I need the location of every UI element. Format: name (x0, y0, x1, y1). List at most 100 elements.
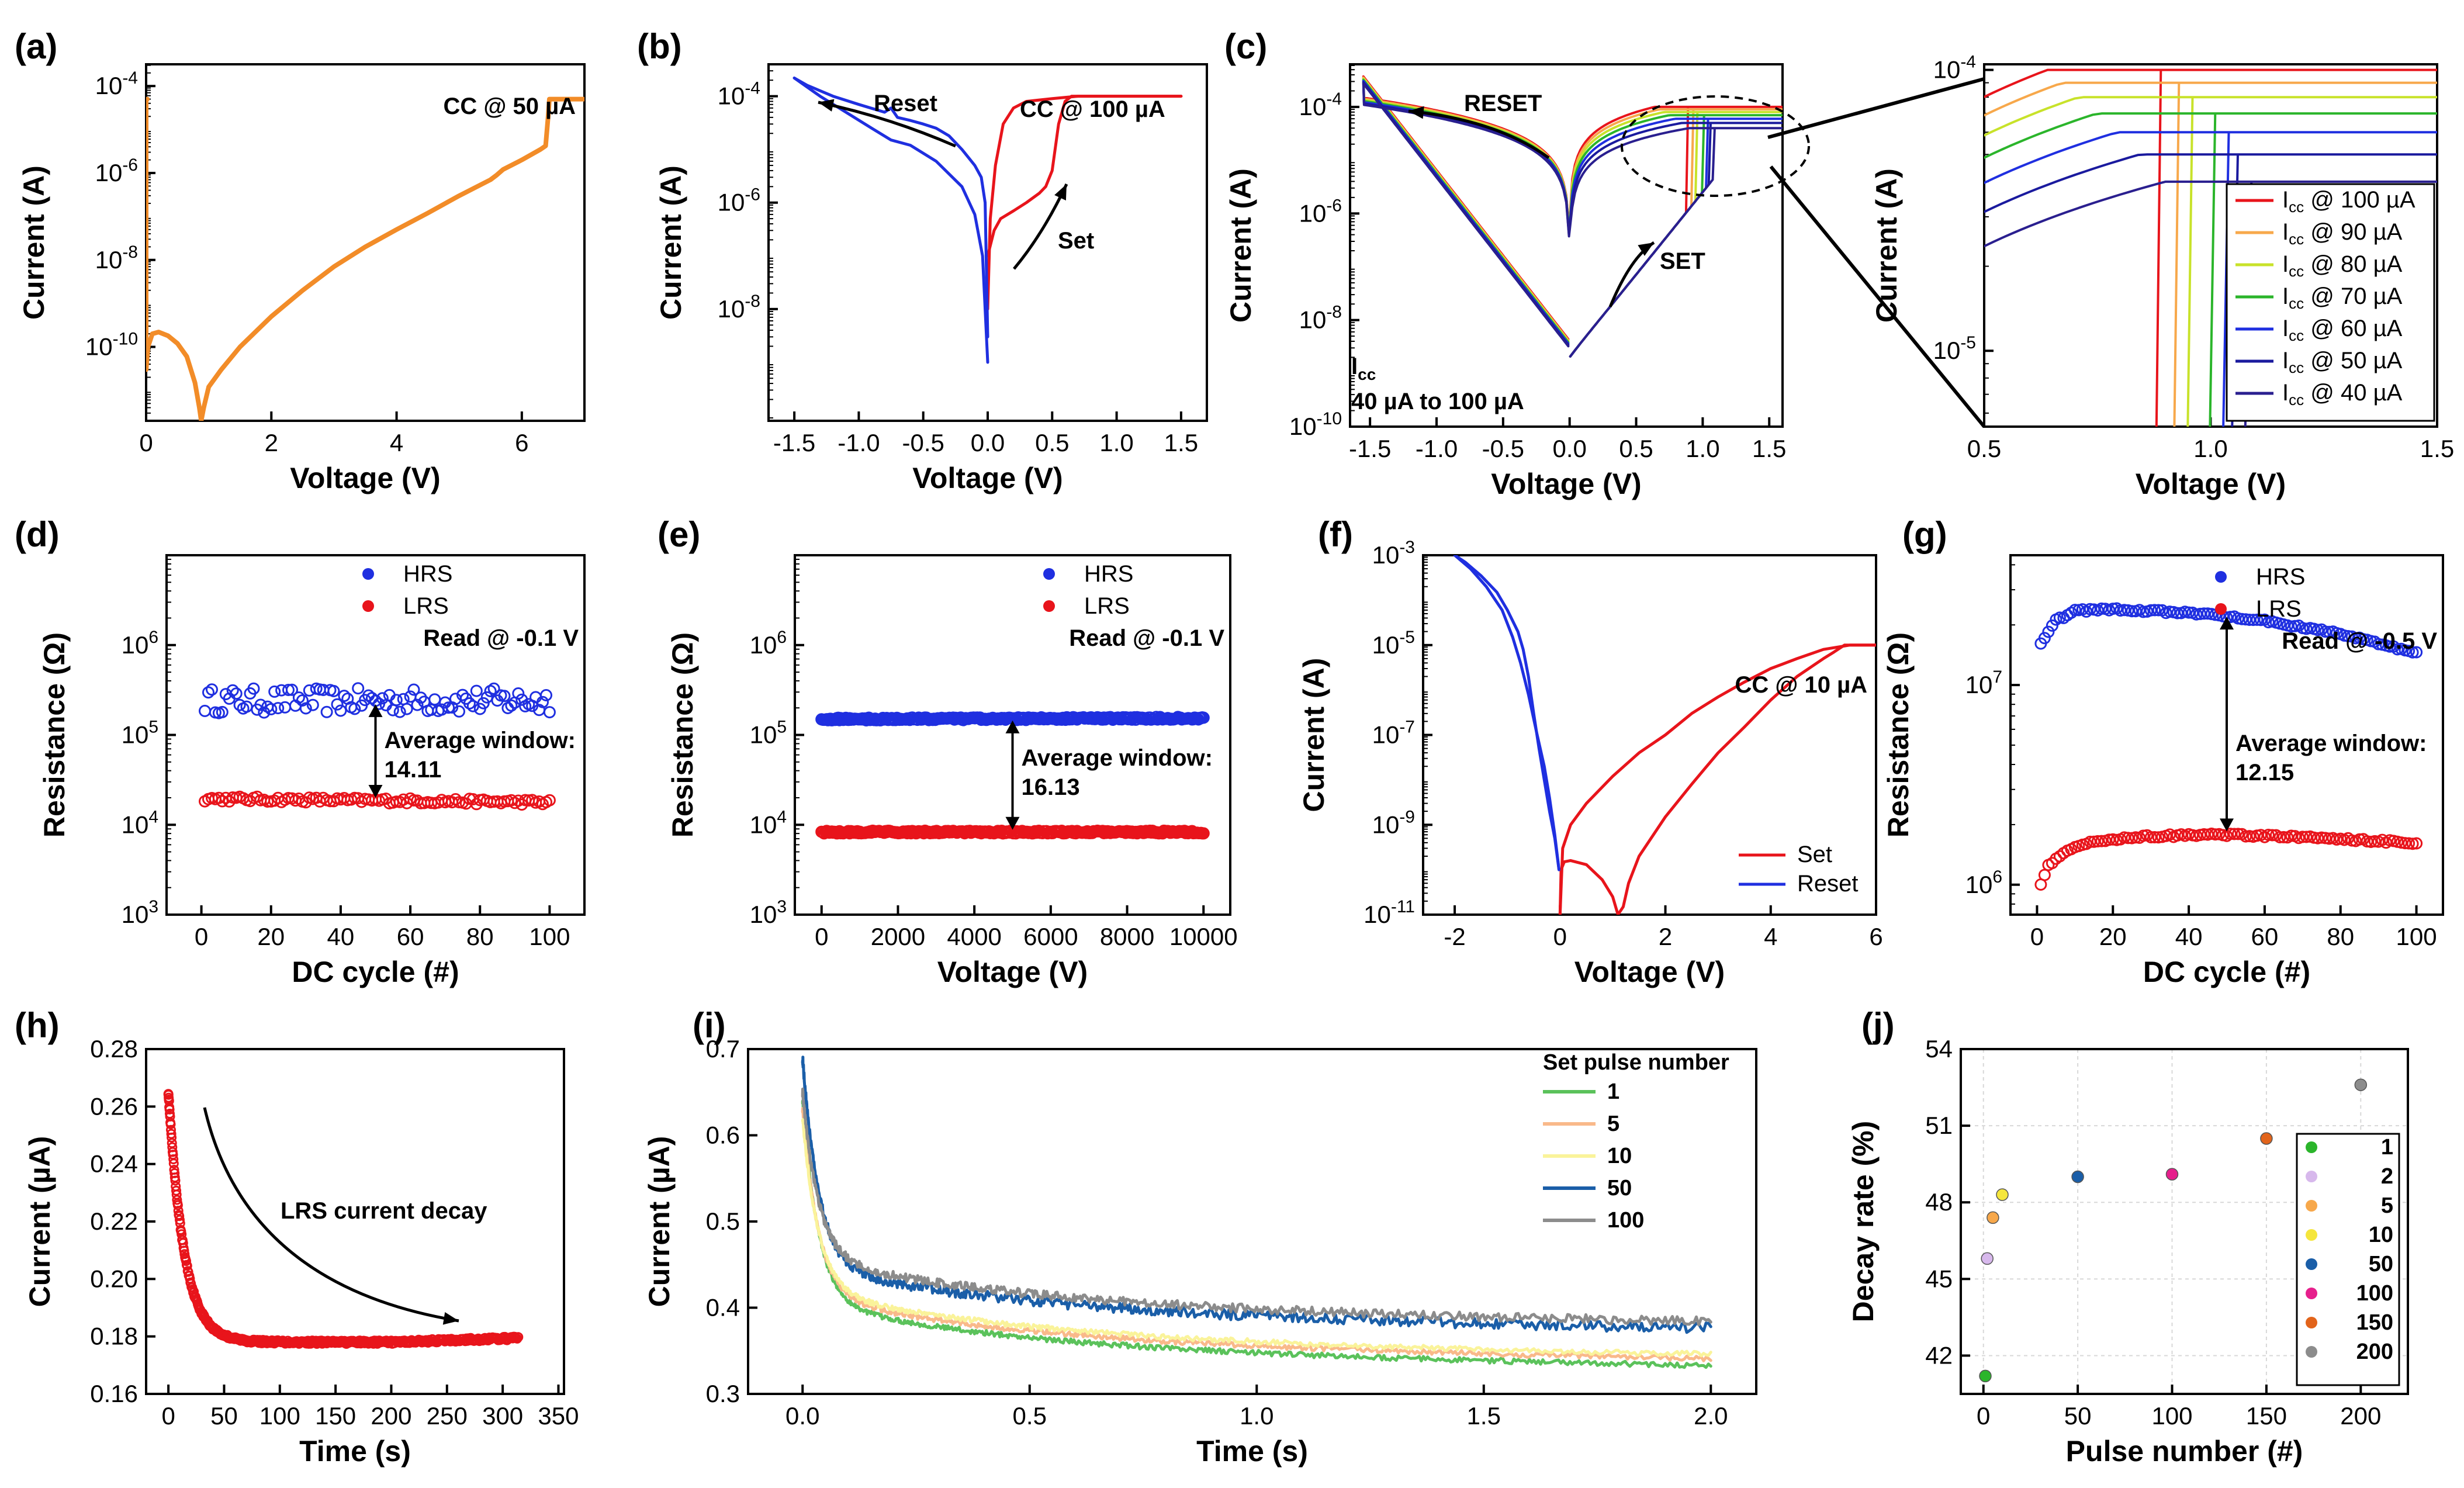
x-axis-title: Voltage (V) (2136, 468, 2286, 500)
panel-i: 0.0 0.5 1.0 1.5 2.0 0.3 0.4 0.5 0.6 0.7 Time (s) Cu… (643, 1006, 1757, 1468)
window-arrow-head-top (1005, 720, 1020, 733)
legend-title: Set pulse number (1543, 1050, 1729, 1075)
y-tick-label: 0.20 (90, 1265, 138, 1292)
data-point-hrs (453, 705, 465, 718)
data-point-lrs (2273, 831, 2286, 843)
y-tick-label: 10-6 (95, 155, 138, 186)
iv-curve-3 (1362, 77, 1783, 358)
panel-f: -2 0 2 4 6 10-11 10-9 10-7 10-5 10-3 Voltage (V) Cu… (1297, 515, 1883, 988)
y-tick-label: 48 (1925, 1188, 1953, 1216)
legend-label: 100 (2356, 1281, 2393, 1306)
x-tick-label: 1.0 (2193, 435, 2227, 462)
legend-marker (2306, 1200, 2317, 1212)
icc-label: Icc (1351, 354, 1376, 383)
data-point-hrs (272, 702, 285, 715)
data-point-5 (1987, 1211, 1999, 1224)
data-point-hrs (2342, 630, 2355, 642)
data-point-hrs (254, 698, 267, 711)
legend-marker (2306, 1229, 2317, 1241)
y-tick-label: 0.26 (90, 1092, 138, 1120)
data-point-hrs (2053, 611, 2066, 624)
legend-label: 5 (2381, 1193, 2393, 1218)
data-point-hrs (2251, 613, 2264, 626)
x-tick-label: 0.0 (785, 1402, 819, 1430)
plot-area (163, 1089, 524, 1349)
data-point-hrs (334, 704, 347, 717)
x-tick-label: 1.5 (2420, 435, 2454, 462)
y-tick-label: 0.3 (706, 1380, 740, 1407)
y-tick-label: 0.6 (706, 1122, 740, 1149)
legend-label: LRS (403, 593, 449, 619)
y-tick-label: 42 (1925, 1341, 1953, 1369)
x-tick-label: 150 (2246, 1402, 2287, 1430)
y-tick-label: 103 (750, 897, 787, 928)
legend-label: LRS (2256, 596, 2302, 622)
x-tick-label: 50 (2064, 1402, 2092, 1430)
data-point-hrs (2095, 602, 2108, 615)
legend-label: 200 (2356, 1340, 2393, 1364)
plot-area (1362, 75, 1783, 358)
data-point-hrs (206, 683, 218, 696)
x-tick-label: 80 (466, 923, 494, 950)
y-tick-label: 10-11 (1363, 897, 1415, 928)
x-axis-title: Voltage (V) (937, 956, 1088, 988)
x-tick-label: 200 (2340, 1402, 2381, 1430)
set-arrow-head (1054, 184, 1067, 200)
data-point (164, 1104, 175, 1115)
x-tick-label: 20 (2099, 923, 2127, 950)
y-tick-label: 10-5 (1933, 333, 1976, 364)
set-arrow-head (1638, 243, 1654, 256)
data-point-hrs (543, 706, 556, 719)
data-point-hrs (327, 684, 340, 697)
y-tick-label: 10-5 (1372, 628, 1415, 659)
x-tick-label: 1.0 (1240, 1402, 1273, 1430)
x-tick-label: 0 (161, 1402, 175, 1430)
data-point-lrs (2232, 828, 2244, 840)
decay-arrow (203, 1107, 459, 1323)
data-point-lrs (2406, 838, 2419, 850)
inset-curve-3 (1984, 96, 2437, 427)
data-point-hrs (501, 702, 514, 714)
y-tick-label: 0.4 (706, 1294, 740, 1321)
legend-entry: Icc @ 70 µA (2282, 283, 2403, 312)
data-point-lrs (2224, 828, 2237, 840)
data-point-hrs (2152, 604, 2165, 617)
data-point-hrs (2126, 605, 2138, 618)
iv-curve-6 (1362, 81, 1783, 358)
data-point-hrs (282, 684, 295, 696)
data-point (167, 1132, 177, 1143)
x-tick-label: -1.0 (1416, 435, 1458, 462)
y-tick-label: 0.24 (90, 1150, 138, 1178)
data-point-lrs (2296, 830, 2309, 843)
panel-label: (j) (1861, 1006, 1895, 1045)
legend-label: 10 (1607, 1144, 1632, 1168)
data-point-lrs (223, 795, 236, 808)
data-point-hrs (2046, 619, 2058, 632)
plot-area (1979, 1078, 2368, 1383)
y-tick-label: 105 (750, 718, 787, 749)
x-tick-label: 80 (2327, 923, 2354, 950)
data-point-hrs (216, 705, 229, 718)
data-point-lrs (261, 795, 274, 808)
data-point-lrs (2129, 831, 2142, 844)
panel-label: (c) (1224, 27, 1267, 66)
data-point-hrs (2068, 604, 2081, 617)
data-point (177, 1229, 187, 1240)
data-point-hrs (376, 692, 389, 705)
x-tick-label: 8000 (1100, 923, 1154, 950)
x-tick-label: -0.5 (1482, 435, 1524, 462)
x-tick-label: 0 (139, 429, 153, 456)
y-tick-label: 10-10 (1289, 409, 1342, 440)
data-point (173, 1206, 184, 1216)
legend: 1 2 5 10 50 100 150 200 (2296, 1133, 2400, 1386)
data-point-hrs (233, 698, 246, 711)
data-point-hrs (400, 703, 413, 715)
plot-area (146, 96, 584, 421)
data-point-hrs (498, 690, 511, 703)
y-tick-label: 10-4 (1933, 53, 1976, 84)
data-point-lrs (2353, 833, 2366, 846)
x-axis-title: Pulse number (#) (2066, 1435, 2303, 1468)
set-label: SET (1660, 248, 1705, 274)
data-point-lrs (2399, 837, 2411, 850)
